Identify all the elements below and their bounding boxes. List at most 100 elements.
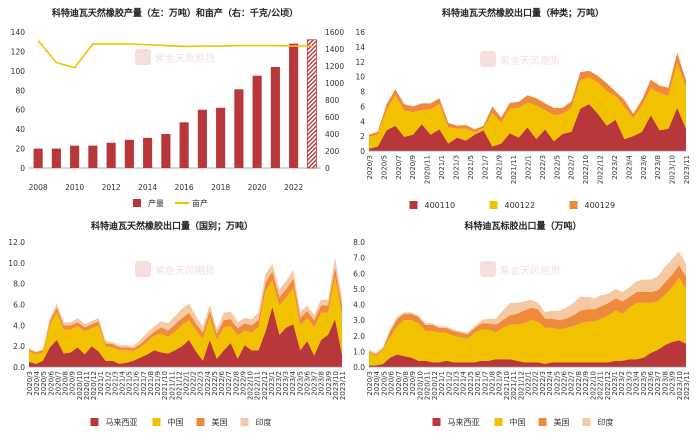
production-bar [179,122,189,168]
x-tick-label: 2021/9 [496,155,504,180]
y-tick-label: 1200 [325,62,344,71]
y-tick-label: 0.0 [13,363,25,372]
x-tick-label: 2022/3 [197,371,205,396]
x-tick-label: 2020/10 [416,371,424,400]
x-tick-label: 2023/2 [275,371,283,396]
x-tick-label: 2022/7 [568,155,576,180]
production-bar [252,75,262,168]
x-tick-label: 2021/9 [496,371,504,396]
x-tick-label: 2022/2 [532,371,540,396]
y-tick-label: 3.0 [353,316,365,325]
x-tick-label: 2023/6 [640,154,648,179]
y-tick-label: 6 [360,102,365,111]
y-tick-label: 0 [325,164,330,173]
production-bar [197,109,207,168]
x-tick-label: 2022/10 [582,155,590,184]
x-tick-label: 2023/8 [661,371,669,396]
y-tick-label: 7.0 [353,254,365,263]
x-tick-label: 2021/11 [510,371,518,400]
legend-label: 美国 [212,417,228,427]
watermark-logo-icon [135,49,151,65]
x-tick-label: 2022/1 [183,371,191,396]
legend-swatch [90,418,99,426]
y-tick-label: 1600 [325,28,344,37]
production-bar [161,134,171,168]
legend-label: 马来西亚 [448,418,480,427]
y-tick-label: 0 [360,147,365,156]
x-tick-label: 2020/4 [33,370,41,395]
x-tick-label: 2023/8 [654,155,662,180]
legend-label: 印度 [256,417,272,427]
x-tick-label: 2022/11 [254,371,262,400]
watermark: 紫金天风期货 [135,261,215,277]
legend-swatch [582,418,591,426]
x-tick-label: 2020/6 [47,370,55,395]
legend-swatch [133,199,141,207]
x-tick-label: 2020 [248,183,267,192]
chart-tsr-export: 科特迪瓦标胶出口量（万吨） 0.0 1.0 2.0 3.0 4.0 5.0 6.0 7.0 8.0… [353,220,691,427]
y-tick-label: 5.0 [353,285,365,294]
x-tick-label: 2023/9 [669,371,677,396]
x-tick-label: 2022/9 [582,371,590,396]
y-tick-label: 2.0 [13,342,25,351]
y-tick-label: 20 [15,145,25,154]
legend-swatch [240,418,249,426]
x-tick-label: 2023/6 [303,370,311,395]
y-tick-label: 12 [355,58,365,67]
x-tick-label: 2021/10 [503,371,511,400]
y-tick-label: 16 [355,28,365,37]
x-tick-label: 2022/1 [525,371,533,396]
x-tick-label: 2016 [175,183,194,192]
y-tick-label: 600 [325,113,340,122]
x-tick-label: 2021/11 [510,155,518,184]
y-tick-label: 10 [355,73,365,82]
x-tick-label: 2020/8 [402,371,410,396]
legend-label: 400110 [425,201,456,210]
x-tick-label: 2022/10 [589,371,597,400]
y-tick-label: 2.0 [353,332,365,341]
x-tick-label: 2021/4 [118,370,126,395]
x-tick-label: 2023/3 [625,371,633,396]
legend-label: 美国 [554,417,570,427]
legend-swatch [409,201,418,209]
y-tick-label: 6.0 [13,301,25,310]
x-tick-label: 2023/4 [625,154,633,179]
chart-title: 科特迪瓦天然橡胶产量（左：万吨）和亩产（右：千克/公顷） [52,7,298,19]
x-tick-label: 2022/5 [211,371,219,396]
watermark: 紫金天风期货 [135,49,215,65]
y-tick-label: 4 [360,117,365,126]
x-tick-label: 2022/2 [190,371,198,396]
legend-swatch [489,201,498,209]
chart-title: 科特迪瓦天然橡胶出口量（种类；万吨） [442,7,604,19]
production-bar [270,66,280,168]
legend-swatch [494,418,503,426]
y-tick-label: 4.0 [353,301,365,310]
y-tick-label: 14 [355,43,365,52]
area-series-0 [29,306,342,367]
watermark-text: 紫金天风期货 [500,54,560,67]
x-tick-label: 2022/4 [546,370,554,395]
x-tick-label: 2023/11 [339,371,347,400]
x-tick-label: 2023/4 [289,370,297,395]
production-bar [306,39,317,169]
legend-swatch [196,418,205,426]
x-tick-label: 2023/7 [311,371,319,396]
x-tick-label: 2021/10 [161,371,169,400]
y-tick-label: 200 [325,147,340,156]
production-bar [289,43,299,168]
x-tick-label: 2022/8 [575,371,583,396]
x-tick-label: 2020/3 [26,371,34,396]
production-bar [143,137,153,168]
x-tick-label: 2012 [102,183,121,192]
x-tick-label: 2018 [211,183,230,192]
x-tick-label: 2023/5 [640,371,648,396]
x-tick-label: 2021/9 [154,371,162,396]
y-tick-label: 1.0 [353,347,365,356]
x-tick-label: 2022/6 [218,370,226,395]
y-tick-label: 8 [360,88,365,97]
x-tick-label: 2020/8 [62,371,70,396]
watermark-text: 紫金天风期货 [500,264,560,277]
y-tick-label: 0 [20,164,25,173]
chart-title: 科特迪瓦天然橡胶出口量（国别；万吨） [91,220,253,232]
